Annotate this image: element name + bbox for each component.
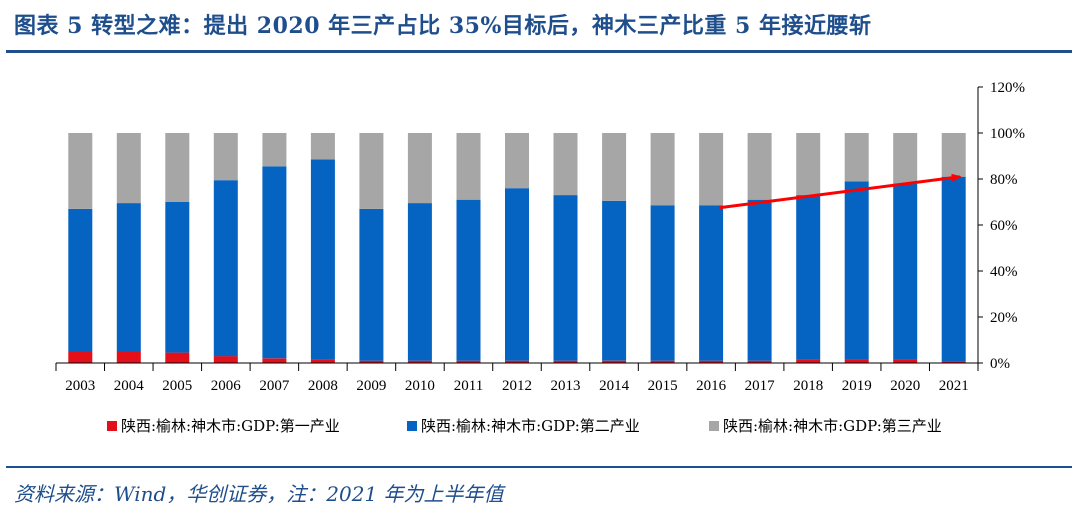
y-tick-label-40: 40%	[990, 264, 1018, 280]
bar-2016-series-1	[699, 360, 724, 363]
bar-2008-series-2	[310, 159, 335, 360]
legend-label-series-1: 陕西:榆林:神木市:GDP:第一产业	[121, 417, 340, 435]
bar-2009-series-2	[359, 208, 384, 361]
x-tick-label-2016: 2016	[696, 378, 727, 394]
bar-2008-series-3	[310, 133, 335, 160]
bar-2020-series-2	[893, 183, 918, 360]
bar-2006-series-3	[213, 133, 238, 181]
bar-2021-series-1	[941, 361, 966, 363]
y-tick-label-20: 20%	[990, 310, 1018, 326]
bar-2010-series-1	[407, 360, 432, 363]
bar-2006-series-2	[213, 180, 238, 357]
bar-2006-series-1	[213, 356, 238, 363]
x-tick-label-2013: 2013	[551, 378, 581, 394]
footer-divider	[6, 466, 1072, 468]
bar-2017-series-2	[747, 199, 772, 361]
bar-2015-series-2	[650, 205, 675, 361]
bar-2003-series-3	[68, 133, 93, 209]
bar-2014-series-1	[602, 360, 627, 363]
x-tick-label-2021: 2021	[939, 378, 969, 394]
x-tick-label-2009: 2009	[356, 378, 386, 394]
bar-2017-series-1	[747, 360, 772, 363]
bar-2021-series-2	[941, 176, 966, 362]
bar-2017-series-3	[747, 133, 772, 200]
x-tick-label-2005: 2005	[162, 378, 192, 394]
y-tick-label-60: 60%	[990, 218, 1018, 234]
bar-2003-series-2	[68, 208, 93, 352]
bar-2012-series-2	[505, 188, 529, 361]
bar-2010-series-2	[407, 203, 432, 361]
legend-swatch-series-2	[407, 421, 417, 431]
bar-2019-series-1	[844, 359, 869, 363]
bar-2007-series-3	[262, 133, 287, 167]
bar-2020-series-3	[893, 133, 918, 184]
bar-2013-series-3	[553, 133, 578, 196]
bar-2003-series-1	[68, 351, 93, 363]
bar-2012-series-1	[505, 360, 529, 363]
header-divider	[6, 50, 1072, 53]
x-tick-label-2015: 2015	[648, 378, 678, 394]
bar-2015-series-1	[650, 360, 675, 363]
bar-2004-series-2	[116, 203, 141, 352]
bar-2005-series-3	[165, 133, 190, 202]
bar-2005-series-1	[165, 352, 190, 363]
bar-2011-series-2	[456, 199, 481, 361]
bar-2020-series-1	[893, 359, 918, 363]
bar-2011-series-3	[456, 133, 481, 200]
figure-title: 图表 5 转型之难：提出 2020 年三产占比 35%目标后，神木三产比重 5 …	[14, 13, 872, 39]
y-tick-label-100: 100%	[990, 126, 1025, 142]
legend-swatch-series-1	[107, 421, 117, 431]
bar-2013-series-2	[553, 195, 578, 361]
bar-2014-series-3	[602, 133, 627, 201]
x-tick-label-2003: 2003	[65, 378, 95, 394]
bar-2018-series-2	[796, 195, 821, 360]
x-tick-label-2006: 2006	[211, 378, 242, 394]
x-tick-label-2011: 2011	[454, 378, 483, 394]
bar-2007-series-1	[262, 358, 287, 363]
bar-2004-series-1	[116, 351, 141, 363]
trend-arrow	[718, 173, 962, 210]
bar-2018-series-3	[796, 133, 821, 196]
x-tick-label-2012: 2012	[502, 378, 532, 394]
x-tick-label-2020: 2020	[890, 378, 920, 394]
stacked-bar-chart: 2003 2004 2005 2006 2007 2008 2009 2010 2011 2012…	[55, 80, 1025, 435]
bar-2005-series-2	[165, 202, 190, 353]
x-tick-label-2007: 2007	[259, 378, 290, 394]
bar-2009-series-1	[359, 360, 384, 363]
x-tick-label-2014: 2014	[599, 378, 630, 394]
bar-2013-series-1	[553, 360, 578, 363]
bar-2019-series-3	[844, 133, 869, 182]
bar-2008-series-1	[310, 359, 335, 363]
bar-2019-series-2	[844, 181, 869, 360]
y-tick-label-0: 0%	[990, 356, 1010, 372]
bar-2009-series-3	[359, 133, 384, 209]
bar-2007-series-2	[262, 166, 287, 359]
bar-2015-series-3	[650, 133, 675, 206]
bar-2004-series-3	[116, 133, 141, 204]
source-note: 资料来源：Wind，华创证券，注：2021 年为上半年值	[14, 482, 504, 506]
x-tick-label-2008: 2008	[308, 378, 338, 394]
bar-2010-series-3	[407, 133, 432, 204]
y-tick-label-120: 120%	[990, 80, 1025, 96]
x-tick-label-2019: 2019	[842, 378, 872, 394]
legend-swatch-series-3	[709, 421, 719, 431]
bar-2018-series-1	[796, 359, 821, 363]
y-tick-label-80: 80%	[990, 172, 1018, 188]
x-tick-label-2017: 2017	[745, 378, 776, 394]
legend-label-series-3: 陕西:榆林:神木市:GDP:第三产业	[723, 417, 942, 435]
x-tick-label-2010: 2010	[405, 378, 435, 394]
bar-2014-series-2	[602, 200, 627, 361]
x-tick-label-2018: 2018	[793, 378, 823, 394]
legend-label-series-2: 陕西:榆林:神木市:GDP:第二产业	[421, 417, 640, 435]
bar-2021-series-3	[941, 133, 966, 177]
bar-2016-series-3	[699, 133, 724, 206]
x-tick-label-2004: 2004	[114, 378, 145, 394]
bar-2012-series-3	[505, 133, 529, 189]
bar-2011-series-1	[456, 360, 481, 363]
bar-2016-series-2	[699, 205, 724, 361]
